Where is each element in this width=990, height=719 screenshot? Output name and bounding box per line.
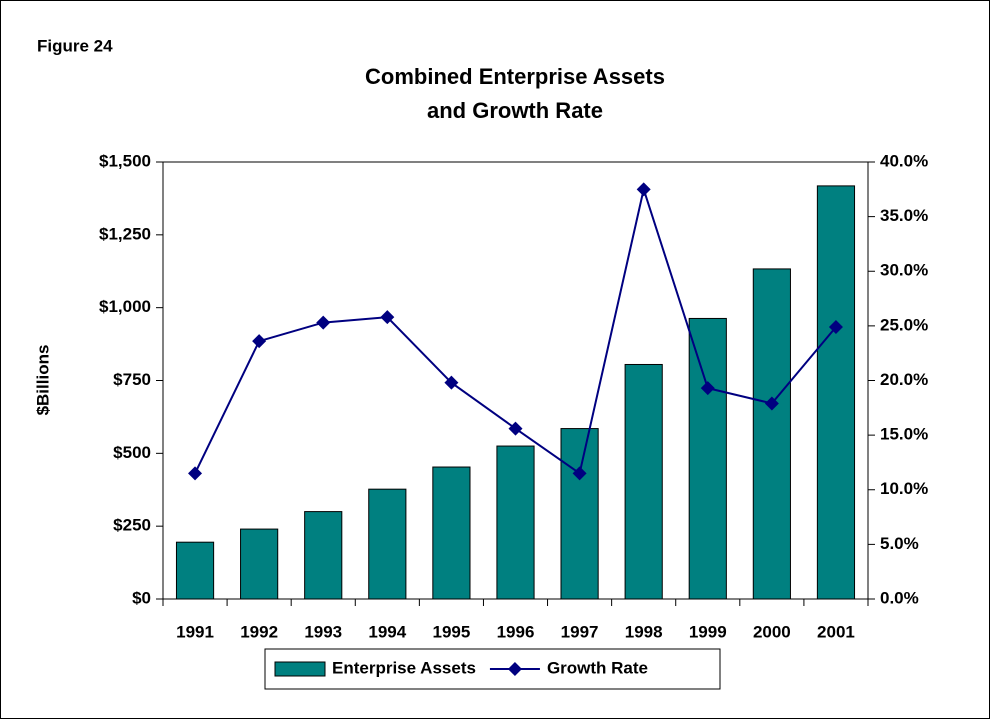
bar	[368, 488, 407, 600]
chart-title: Combined Enterprise Assets	[365, 64, 665, 89]
line-marker	[380, 310, 395, 325]
bar	[816, 185, 856, 600]
y2-tick-label: 30.0%	[880, 261, 928, 280]
figure-label: Figure 24	[37, 36, 113, 55]
y2-tick-label: 15.0%	[880, 425, 928, 444]
y-tick-label: $1,500	[99, 151, 151, 170]
chart-title: and Growth Rate	[427, 98, 603, 123]
x-tick-label: 1991	[176, 622, 214, 641]
legend-swatch	[507, 662, 522, 676]
y2-tick-label: 5.0%	[880, 534, 919, 553]
x-tick-label: 2001	[817, 622, 855, 641]
y2-tick-label: 40.0%	[880, 151, 928, 170]
line-marker	[828, 319, 843, 334]
y2-tick-label: 25.0%	[880, 315, 928, 334]
line-marker	[764, 396, 779, 411]
bar	[560, 428, 599, 600]
y-tick-label: $1,000	[99, 297, 151, 316]
line-marker	[316, 315, 331, 330]
x-tick-label: 1997	[561, 622, 599, 641]
y-tick-label: $750	[113, 370, 151, 389]
bar	[752, 268, 791, 600]
line-marker	[636, 182, 651, 197]
y-tick-label: $500	[113, 443, 151, 462]
x-tick-label: 1999	[689, 622, 727, 641]
x-tick-label: 1995	[432, 622, 470, 641]
bar	[304, 511, 343, 600]
legend-label: Enterprise Assets	[332, 658, 476, 677]
y-tick-label: $1,250	[99, 224, 151, 243]
x-tick-label: 1994	[368, 622, 406, 641]
line-marker	[572, 466, 587, 481]
y2-tick-label: 35.0%	[880, 206, 928, 225]
bar	[240, 528, 279, 600]
y-tick-label: $250	[113, 516, 151, 535]
line-marker	[444, 375, 459, 390]
bar	[175, 541, 215, 600]
legend-swatch	[274, 661, 326, 677]
x-tick-label: 1992	[240, 622, 278, 641]
x-tick-label: 1996	[497, 622, 535, 641]
y-tick-label: $0	[132, 588, 151, 607]
y-axis-label: $Billions	[33, 345, 52, 416]
line-marker	[508, 421, 523, 436]
bar	[688, 317, 727, 600]
y2-tick-label: 10.0%	[880, 479, 928, 498]
x-tick-label: 1993	[304, 622, 342, 641]
x-tick-label: 1998	[625, 622, 663, 641]
y2-tick-label: 0.0%	[880, 588, 919, 607]
bar	[432, 466, 471, 600]
line-marker	[188, 466, 203, 481]
line-marker	[700, 381, 715, 396]
bar	[624, 363, 663, 600]
bar	[496, 445, 535, 600]
plot-frame	[162, 161, 869, 600]
x-tick-label: 2000	[753, 622, 791, 641]
legend-label: Growth Rate	[547, 658, 648, 677]
line-marker	[252, 334, 267, 349]
y2-tick-label: 20.0%	[880, 370, 928, 389]
